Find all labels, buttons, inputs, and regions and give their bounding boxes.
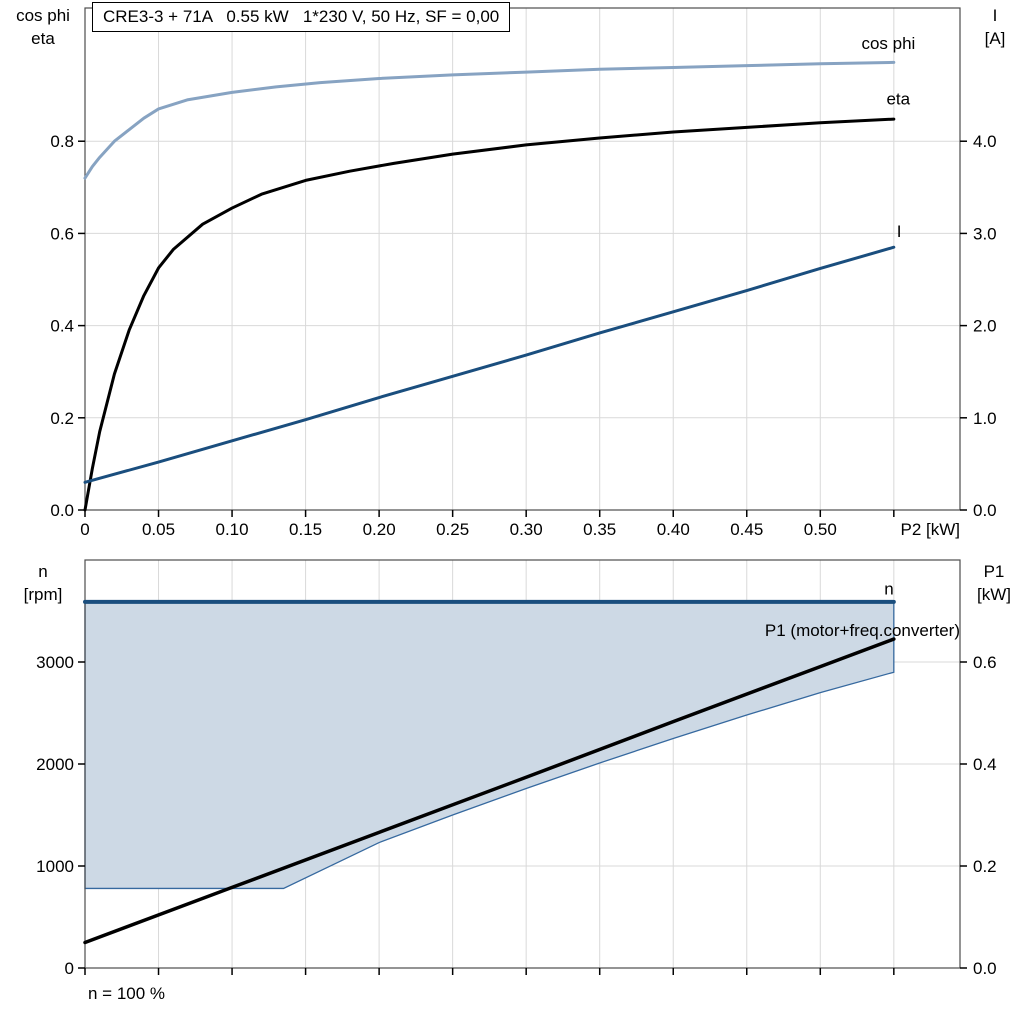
tick-label-bottom: 0 bbox=[80, 520, 89, 539]
series-i bbox=[83, 245, 896, 484]
tick-label-bottom: 0.45 bbox=[730, 520, 763, 539]
tick-label-left: 0.6 bbox=[50, 224, 74, 243]
tick-label-bottom: 0.25 bbox=[436, 520, 469, 539]
tick-label-right: 4.0 bbox=[973, 132, 997, 151]
tick-label-bottom: 0.15 bbox=[289, 520, 322, 539]
lower-left-axis-title-line2: [rpm] bbox=[23, 585, 63, 604]
plot-frame bbox=[84, 7, 961, 511]
series-label-cos-phi: cos phi bbox=[861, 34, 915, 53]
tick-label-left: 1000 bbox=[36, 857, 74, 876]
lower-right-axis-title-line1: P1 bbox=[983, 562, 1005, 581]
tick-label-left: 2000 bbox=[36, 755, 74, 774]
series-label-p1-motor-freq-converter: P1 (motor+freq.converter) bbox=[765, 621, 960, 640]
tick-label-bottom: 0.20 bbox=[363, 520, 396, 539]
tick-label-bottom: 0.10 bbox=[216, 520, 249, 539]
tick-label-right: 0.6 bbox=[973, 653, 997, 672]
upper-left-axis-title-line2: eta bbox=[31, 29, 55, 48]
tick-label-right: 0.0 bbox=[973, 501, 997, 520]
upper-left-axis-title: cos phi eta bbox=[4, 4, 82, 50]
lower-chart: 0 1000 2000 3000 0.0 0.2 0.4 0.6 n P1 (motor+freq… bbox=[36, 559, 997, 978]
series-label-n: n bbox=[884, 580, 893, 599]
tick-label-left: 0.8 bbox=[50, 132, 74, 151]
tick-label-bottom: 0.50 bbox=[804, 520, 837, 539]
tick-label-bottom: 0.40 bbox=[657, 520, 690, 539]
tick-label-right: 0.0 bbox=[973, 959, 997, 978]
series-label-eta: eta bbox=[886, 89, 910, 108]
upper-right-axis-title-line2: [A] bbox=[984, 29, 1006, 48]
tick-label-left: 0.2 bbox=[50, 409, 74, 428]
tick-label-left: 0 bbox=[65, 959, 74, 978]
tick-label-left: 3000 bbox=[36, 653, 74, 672]
tick-label-left: 0.0 bbox=[50, 501, 74, 520]
lower-right-axis-title-line2: [kW] bbox=[977, 585, 1011, 604]
x-axis-label: P2 [kW] bbox=[900, 520, 960, 539]
tick-label-right: 3.0 bbox=[973, 224, 997, 243]
upper-right-axis-title-line1: I bbox=[992, 6, 998, 25]
tick-label-right: 0.2 bbox=[973, 857, 997, 876]
tick-label-left: 0.4 bbox=[50, 317, 74, 336]
tick-label-bottom: 0.30 bbox=[510, 520, 543, 539]
upper-left-axis-title-line1: cos phi bbox=[16, 6, 70, 25]
chart-title: CRE3-3 + 71A 0.55 kW 1*230 V, 50 Hz, SF … bbox=[92, 2, 511, 32]
speed-note: n = 100 % bbox=[88, 984, 166, 1003]
lower-right-axis-title: P1 [kW] bbox=[968, 560, 1020, 606]
tick-label-right: 1.0 bbox=[973, 409, 997, 428]
lower-left-axis-title: n [rpm] bbox=[8, 560, 78, 606]
series-eta bbox=[83, 117, 896, 512]
series-p1-motor-freq-converter bbox=[83, 637, 896, 945]
tick-label-bottom: 0.05 bbox=[142, 520, 175, 539]
lower-left-axis-title-line1: n bbox=[38, 562, 48, 581]
tick-label-right: 2.0 bbox=[973, 317, 997, 336]
series-cos-phi bbox=[83, 60, 896, 180]
upper-right-axis-title: I [A] bbox=[972, 4, 1018, 50]
tick-label-right: 0.4 bbox=[973, 755, 997, 774]
upper-chart: 0.0 0.2 0.4 0.6 0.8 0.0 1.0 2.0 3.0 4.0 0 0.05 0.10 0… bbox=[50, 7, 997, 539]
tick-label-bottom: 0.35 bbox=[583, 520, 616, 539]
series-label-i: I bbox=[897, 222, 902, 241]
speed-control-range bbox=[84, 601, 895, 890]
